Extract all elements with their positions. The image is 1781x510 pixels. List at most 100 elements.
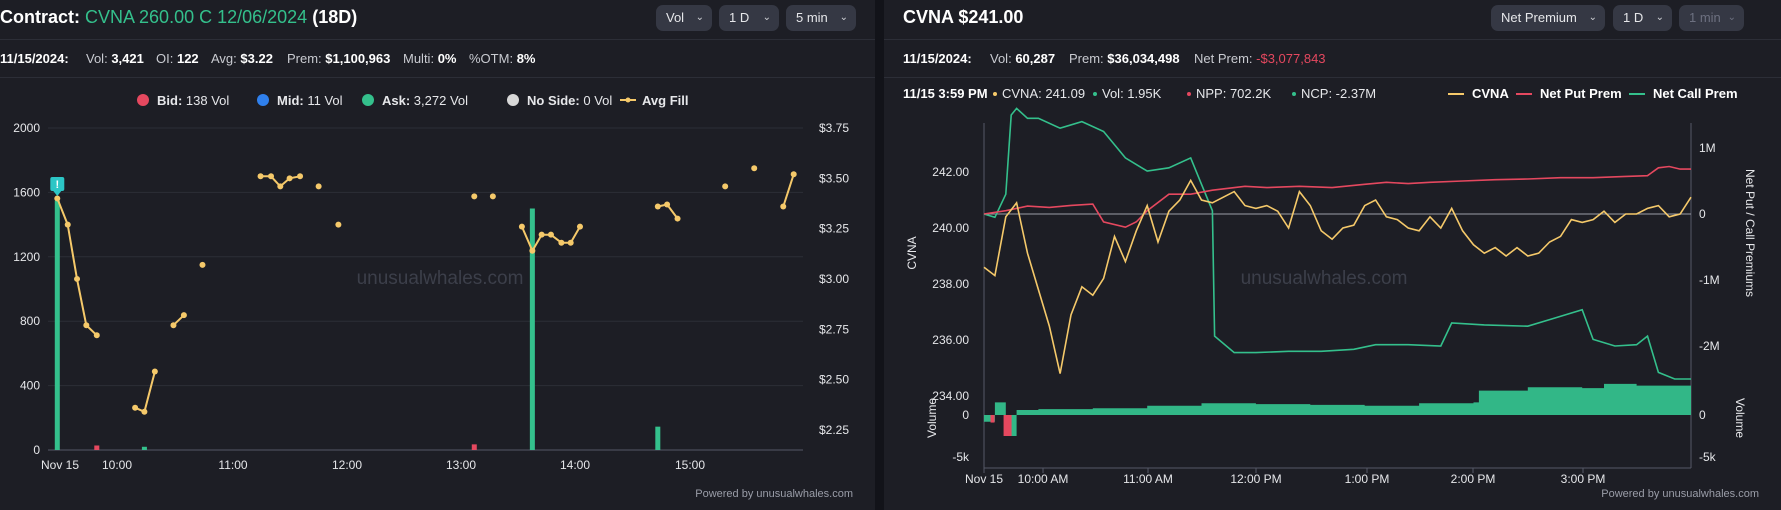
x-tick-label: 11:00 AM: [1123, 472, 1173, 486]
y-left-tick-label: 400: [20, 379, 40, 393]
contract-title: Contract: CVNA 260.00 C 12/06/2024 (18D): [0, 7, 357, 28]
stat-prem: Prem: $1,100,963: [287, 51, 390, 66]
y-left-tick-label: 236.00: [932, 333, 969, 347]
legend-label: CVNA: [1472, 86, 1509, 101]
avg-fill-point: [170, 322, 177, 329]
tooltip-time: 11/15 3:59 PM: [903, 86, 988, 101]
chevron-down-icon: ⌄: [695, 12, 704, 23]
stat-otm: %OTM: 8%: [469, 51, 535, 66]
legend-item-3: No Side: 0 Vol: [507, 93, 612, 108]
avg-fill-point: [83, 322, 90, 329]
tooltip-value: CVNA: 241.09: [1002, 86, 1085, 101]
contract-name[interactable]: CVNA 260.00 C 12/06/2024: [85, 7, 308, 27]
left-header: Contract: CVNA 260.00 C 12/06/2024 (18D)…: [0, 0, 875, 40]
ticker-title: CVNA $241.00: [903, 7, 1023, 28]
y-right-tick-label: $2.75: [819, 322, 849, 336]
avg-fill-point: [489, 193, 496, 200]
interval-dropdown-label: 5 min: [796, 10, 828, 25]
y-right-tick-label: $2.50: [819, 373, 849, 387]
flag-tip: [53, 191, 62, 196]
stat-multi-label: Multi:: [403, 51, 435, 66]
x-tick-label: Nov 15: [965, 472, 1003, 486]
volume-axis-title: Volume: [925, 398, 939, 438]
range-dropdown-label: 1 D: [1623, 10, 1644, 25]
avg-fill-point: [722, 183, 729, 190]
volume-area: [984, 383, 1691, 436]
legend-dot-icon: [137, 94, 149, 106]
volume-negative-bar: [1003, 415, 1012, 436]
stat-vol: Vol: 60,287: [990, 51, 1055, 66]
avg-fill-point: [654, 203, 661, 210]
ticker-symbol: CVNA: [903, 7, 954, 27]
legend-label: Ask: 3,272 Vol: [382, 93, 468, 108]
avg-fill-point: [576, 223, 583, 230]
contract-stats: 11/15/2024: Vol: 3,421 OI: 122 Avg: $3.2…: [0, 41, 875, 78]
x-tick-label: Nov 15: [41, 458, 79, 472]
y-right-tick-label: $3.50: [819, 171, 849, 185]
cvna-price-line: [983, 178, 1692, 374]
avg-fill-point: [277, 183, 284, 190]
avg-fill-point: [538, 231, 545, 238]
y-right-tick-label: 1M: [1699, 141, 1716, 155]
tooltip-value: NPP: 702.2K: [1196, 86, 1271, 101]
stat-netprem-value: -$3,077,843: [1256, 51, 1326, 66]
interval-dropdown[interactable]: 1 min ⌄: [1679, 5, 1744, 31]
y-right-tick-label: $3.75: [819, 121, 849, 135]
legend-dot-icon: [507, 94, 519, 106]
avg-fill-point: [297, 173, 304, 180]
interval-dropdown[interactable]: 5 min ⌄: [786, 5, 856, 31]
avg-fill-line: [56, 198, 98, 337]
avg-fill-line: [134, 371, 156, 414]
volume-tick-label-right: 0: [1699, 408, 1706, 422]
net-put-prem-line: [983, 165, 1691, 229]
bar-ask: [54, 200, 60, 450]
stat-vol-value: 3,421: [111, 51, 144, 66]
ticker-price: $241.00: [958, 7, 1024, 27]
legend-item-4: Avg Fill: [620, 93, 688, 108]
avg-fill-point: [180, 312, 187, 319]
y-right-tick-label: $3.25: [819, 222, 849, 236]
range-dropdown[interactable]: 1 D ⌄: [719, 5, 779, 31]
x-tick-label: 15:00: [675, 458, 705, 472]
avg-fill-point: [780, 203, 787, 210]
tooltip-value: Vol: 1.95K: [1102, 86, 1162, 101]
stat-otm-value: 8%: [516, 51, 536, 66]
x-tick-label: 1:00 PM: [1345, 472, 1390, 486]
stat-oi: OI: 122: [156, 51, 199, 66]
watermark-text: unusualwhales.com: [1241, 268, 1408, 289]
y-left-tick-label: 240.00: [932, 221, 969, 235]
y-left-axis-title: CVNA: [905, 236, 919, 269]
stat-prem-value: $1,100,963: [325, 51, 391, 66]
legend-dot-icon: [362, 94, 374, 106]
flag-body: [50, 177, 65, 191]
option-contract-panel: Contract: CVNA 260.00 C 12/06/2024 (18D)…: [0, 0, 875, 510]
alert-flag-icon: !: [50, 177, 65, 196]
stat-multi-value: 0%: [437, 51, 457, 66]
avg-fill-point: [790, 171, 797, 178]
avg-fill-point: [664, 201, 671, 208]
volume-fill-chart[interactable]: Bid: 138 Vol Mid: 11 Vol Ask: 3,272 Vol No …: [0, 78, 875, 510]
avg-fill-point: [199, 261, 206, 268]
y-left-tick-label: 1200: [13, 250, 40, 264]
x-tick-label: 10:00: [102, 458, 132, 472]
legend-label: Net Put Prem: [1540, 86, 1622, 101]
net-premium-chart[interactable]: 11/15 3:59 PM CVNA: 241.09 Vol: 1.95K NPP: …: [884, 78, 1781, 510]
metric-dropdown-label: Net Premium: [1501, 10, 1577, 25]
y-right-tick-label: 0: [1699, 207, 1706, 221]
range-dropdown[interactable]: 1 D ⌄: [1613, 5, 1672, 31]
legend-dot-icon: [257, 94, 269, 106]
stat-netprem: Net Prem: -$3,077,843: [1194, 51, 1326, 66]
stat-otm-label: %OTM:: [469, 51, 514, 66]
stats-date: 11/15/2024:: [0, 51, 69, 66]
bar-ask: [141, 446, 147, 450]
metric-dropdown[interactable]: Net Premium ⌄: [1491, 5, 1605, 31]
tooltip-dot-icon: [1292, 92, 1296, 96]
vol-dropdown[interactable]: Vol ⌄: [656, 5, 712, 31]
x-tick-label: 14:00: [560, 458, 590, 472]
y-right-tick-label: -2M: [1699, 339, 1720, 353]
title-prefix: Contract:: [0, 7, 80, 27]
bar-bid: [94, 445, 100, 450]
chevron-down-icon: ⌄: [762, 12, 771, 23]
volume-tick-label: -5k: [952, 450, 970, 464]
hover-tooltip-row: 11/15 3:59 PM CVNA: 241.09 Vol: 1.95K NPP: …: [903, 86, 1376, 101]
